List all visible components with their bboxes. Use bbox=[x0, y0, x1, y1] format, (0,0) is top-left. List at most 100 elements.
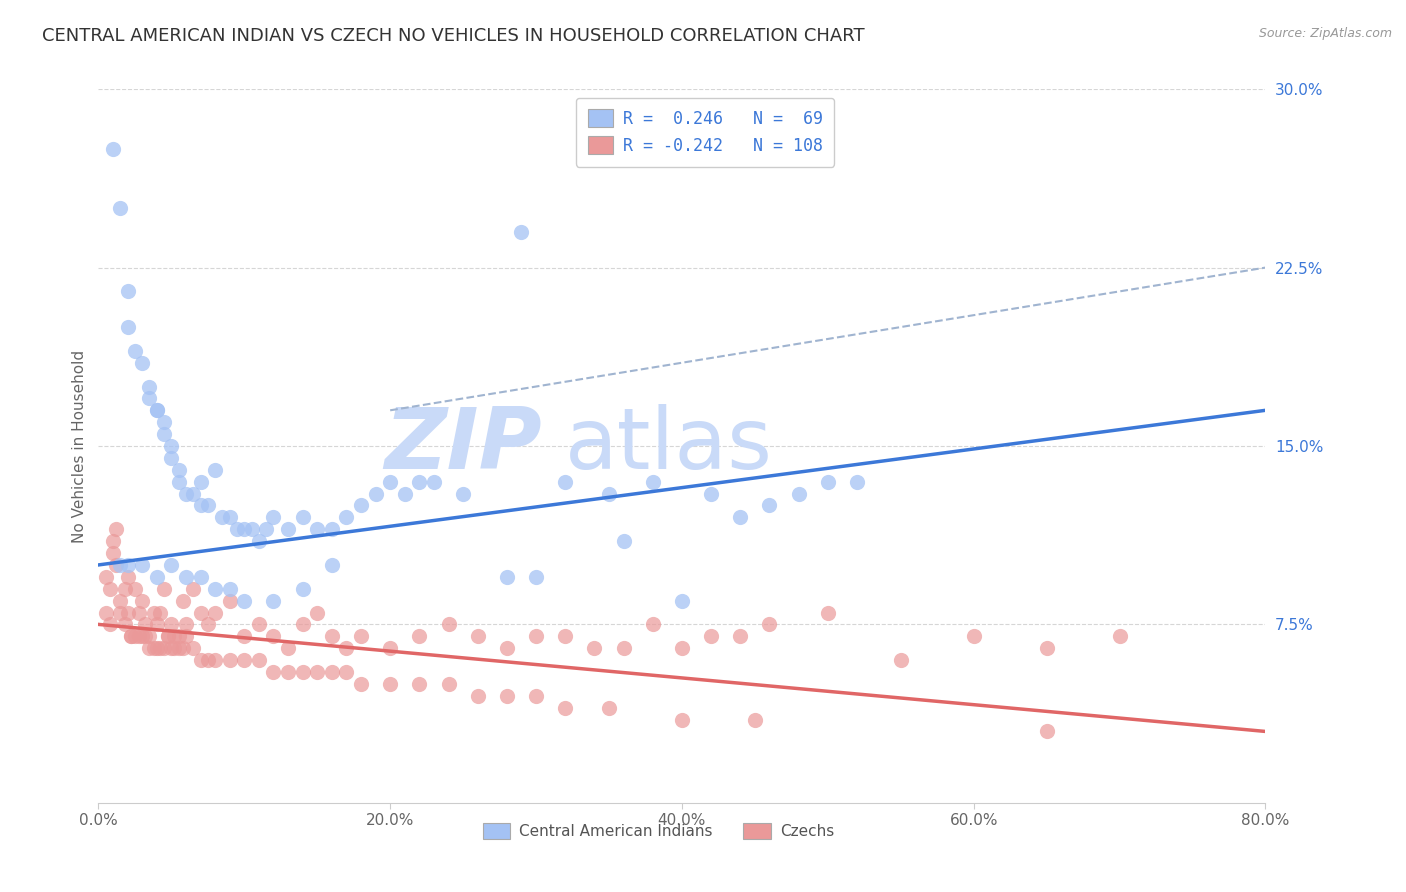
Point bbox=[94, 570, 117, 584]
Point bbox=[110, 593, 132, 607]
Point bbox=[146, 403, 169, 417]
Point bbox=[163, 641, 186, 656]
Point bbox=[131, 558, 153, 572]
Point bbox=[451, 486, 474, 500]
Point bbox=[167, 629, 190, 643]
Point bbox=[730, 510, 752, 524]
Point bbox=[146, 403, 169, 417]
Point bbox=[101, 534, 124, 549]
Point bbox=[380, 475, 402, 489]
Point bbox=[131, 593, 153, 607]
Point bbox=[174, 629, 197, 643]
Point bbox=[153, 415, 176, 429]
Point bbox=[110, 201, 132, 215]
Point bbox=[496, 641, 519, 656]
Point bbox=[321, 558, 343, 572]
Point bbox=[408, 629, 430, 643]
Point bbox=[167, 475, 190, 489]
Text: atlas: atlas bbox=[565, 404, 773, 488]
Point bbox=[613, 534, 636, 549]
Point bbox=[167, 641, 190, 656]
Point bbox=[437, 617, 460, 632]
Point bbox=[131, 629, 153, 643]
Point bbox=[153, 427, 176, 442]
Point bbox=[233, 593, 256, 607]
Point bbox=[350, 629, 373, 643]
Point bbox=[146, 641, 169, 656]
Point bbox=[467, 629, 489, 643]
Legend: Central American Indians, Czechs: Central American Indians, Czechs bbox=[477, 817, 841, 845]
Point bbox=[263, 510, 285, 524]
Point bbox=[138, 392, 160, 406]
Point bbox=[131, 356, 153, 370]
Point bbox=[291, 665, 314, 679]
Point bbox=[157, 629, 180, 643]
Point bbox=[101, 546, 124, 560]
Text: ZIP: ZIP bbox=[384, 404, 541, 488]
Point bbox=[153, 641, 176, 656]
Point bbox=[1035, 641, 1057, 656]
Point bbox=[160, 439, 183, 453]
Point bbox=[204, 606, 226, 620]
Point bbox=[163, 629, 186, 643]
Point bbox=[641, 617, 664, 632]
Point bbox=[247, 534, 270, 549]
Point bbox=[408, 677, 430, 691]
Point bbox=[394, 486, 416, 500]
Point bbox=[364, 486, 387, 500]
Point bbox=[204, 653, 226, 667]
Point bbox=[149, 606, 172, 620]
Point bbox=[380, 677, 402, 691]
Point bbox=[226, 522, 249, 536]
Point bbox=[138, 629, 160, 643]
Point bbox=[117, 606, 139, 620]
Point bbox=[190, 653, 212, 667]
Point bbox=[124, 582, 146, 596]
Point bbox=[350, 499, 373, 513]
Point bbox=[120, 629, 142, 643]
Point bbox=[240, 522, 263, 536]
Point bbox=[104, 558, 127, 572]
Point bbox=[277, 522, 299, 536]
Point bbox=[496, 689, 519, 703]
Point bbox=[218, 593, 240, 607]
Point bbox=[190, 570, 212, 584]
Point bbox=[641, 475, 664, 489]
Point bbox=[671, 713, 693, 727]
Point bbox=[408, 475, 430, 489]
Point bbox=[101, 142, 124, 156]
Point bbox=[124, 343, 146, 358]
Point bbox=[190, 475, 212, 489]
Point bbox=[117, 570, 139, 584]
Point bbox=[730, 629, 752, 643]
Text: Source: ZipAtlas.com: Source: ZipAtlas.com bbox=[1258, 27, 1392, 40]
Point bbox=[263, 629, 285, 643]
Point bbox=[160, 558, 183, 572]
Point bbox=[218, 582, 240, 596]
Point bbox=[598, 700, 620, 714]
Point bbox=[181, 641, 204, 656]
Point bbox=[160, 641, 183, 656]
Point bbox=[160, 617, 183, 632]
Point bbox=[172, 593, 194, 607]
Point bbox=[380, 641, 402, 656]
Point bbox=[263, 593, 285, 607]
Point bbox=[817, 475, 839, 489]
Point bbox=[181, 486, 204, 500]
Point bbox=[671, 593, 693, 607]
Point bbox=[335, 665, 357, 679]
Point bbox=[117, 558, 139, 572]
Point bbox=[423, 475, 446, 489]
Point bbox=[190, 606, 212, 620]
Point bbox=[598, 486, 620, 500]
Point bbox=[758, 617, 780, 632]
Point bbox=[218, 653, 240, 667]
Point bbox=[160, 450, 183, 465]
Point bbox=[138, 641, 160, 656]
Point bbox=[124, 629, 146, 643]
Point bbox=[277, 641, 299, 656]
Point bbox=[218, 510, 240, 524]
Point bbox=[350, 677, 373, 691]
Point bbox=[524, 629, 547, 643]
Point bbox=[174, 617, 197, 632]
